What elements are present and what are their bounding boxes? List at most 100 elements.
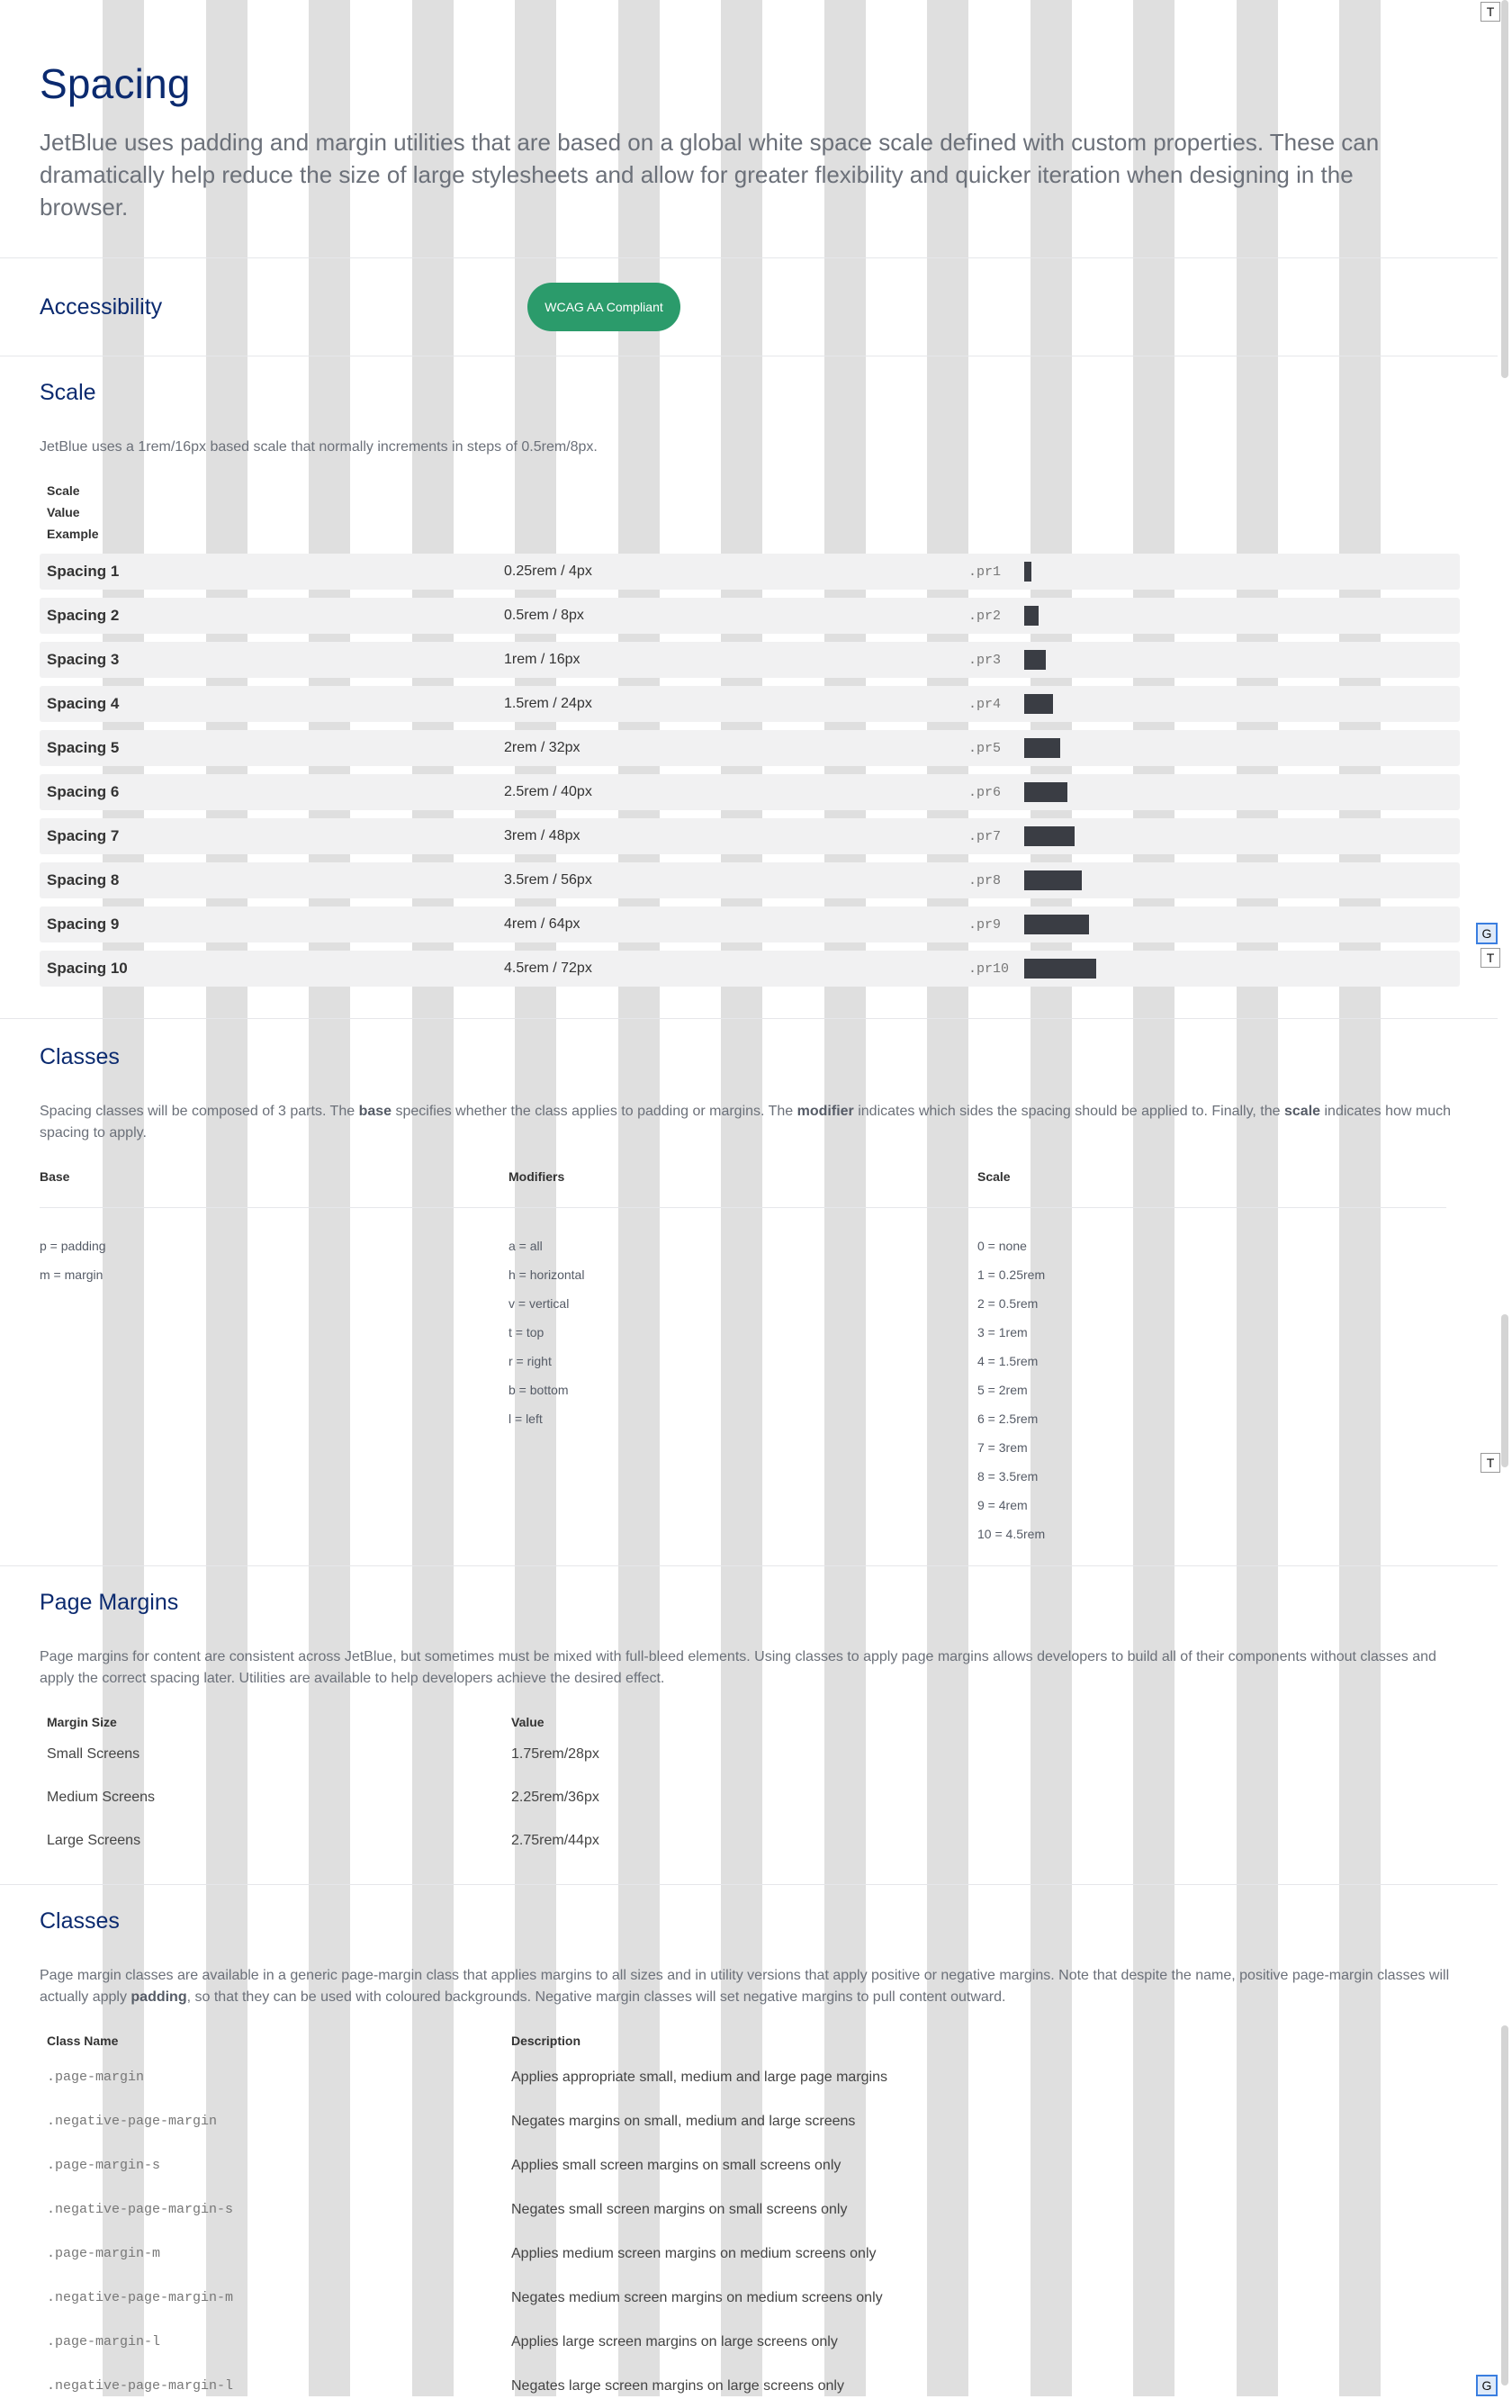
classes-heading: Classes (40, 1044, 120, 1069)
scale-header: Scale (977, 1169, 1446, 1208)
desc-text: indicates how much spacing to apply. (40, 1104, 1452, 1141)
class-row: .page-margin-s Applies small screen margi… (40, 2143, 1458, 2187)
modifier-item: r = right (508, 1354, 552, 1368)
side-marker-t[interactable]: T (1480, 1453, 1500, 1473)
spacing-swatch (1024, 959, 1096, 979)
class-name: .page-margin (47, 2070, 145, 2085)
margin-size: Large Screens (47, 1833, 141, 1848)
modifiers-list: a = all h = horizontal v = vertical t = top… (508, 1231, 977, 1433)
classes-section: Classes Spacing classes will be composed… (0, 1019, 1498, 1566)
page-margin-classes-description: Page margin classes are available in a g… (40, 1965, 1462, 2008)
margins-table: Small Screens 1.75rem/28px Medium Screens 2… (40, 1733, 1458, 1862)
scale-item: 1 = 0.25rem (977, 1267, 1046, 1282)
scrollbar[interactable] (1501, 0, 1508, 2396)
spacing-swatch (1024, 782, 1067, 802)
class-description: Applies large screen margins on large sc… (511, 2333, 838, 2349)
scale-name: Spacing 4 (47, 695, 120, 712)
column-header-scale: Scale (47, 483, 80, 498)
page-margin-classes-heading: Classes (40, 1908, 120, 1934)
scale-name: Spacing 9 (47, 915, 120, 933)
page-margin-classes-section: Classes Page margin classes are availabl… (0, 1885, 1498, 2408)
desc-bold-base: base (358, 1104, 392, 1119)
scale-row: Spacing 8 3.5rem / 56px .pr8 (40, 862, 1460, 898)
scale-class: .pr3 (968, 652, 1002, 668)
scale-item: 3 = 1rem (977, 1325, 1028, 1339)
base-item: p = padding (40, 1239, 106, 1253)
scale-row: Spacing 7 3rem / 48px .pr7 (40, 818, 1460, 854)
modifier-item: v = vertical (508, 1296, 570, 1311)
wcag-badge: WCAG AA Compliant (527, 283, 680, 331)
class-description: Negates medium screen margins on medium … (511, 2289, 883, 2305)
scale-class: .pr2 (968, 608, 1002, 624)
modifier-item: b = bottom (508, 1383, 569, 1397)
class-row: .negative-page-margin-m Negates medium sc… (40, 2276, 1458, 2320)
scale-row: Spacing 4 1.5rem / 24px .pr4 (40, 686, 1460, 722)
side-marker-g[interactable]: G (1476, 923, 1498, 944)
margin-value: 1.75rem/28px (511, 1746, 599, 1762)
column-header-value: Value (47, 505, 80, 519)
scrollbar-thumb[interactable] (1501, 1314, 1508, 1467)
scale-row: Spacing 3 1rem / 16px .pr3 (40, 642, 1460, 678)
scale-item: 7 = 3rem (977, 1440, 1028, 1455)
scale-item: 2 = 0.5rem (977, 1296, 1039, 1311)
scale-name: Spacing 8 (47, 871, 120, 888)
spacing-swatch (1024, 870, 1082, 890)
class-name: .negative-page-margin-m (47, 2290, 234, 2305)
page-margin-classes-table: .page-margin Applies appropriate small, m… (40, 2055, 1458, 2408)
scale-item: 9 = 4rem (977, 1498, 1028, 1512)
scale-value: 4.5rem / 72px (504, 960, 592, 976)
class-name: .negative-page-margin-l (47, 2378, 234, 2394)
spacing-swatch (1024, 606, 1039, 626)
scale-name: Spacing 3 (47, 651, 120, 668)
desc-text: indicates which sides the spacing should… (853, 1104, 1284, 1119)
modifier-item: l = left (508, 1411, 543, 1426)
spacing-swatch (1024, 694, 1053, 714)
spacing-swatch (1024, 738, 1060, 758)
class-row: .negative-page-margin-l Negates large scr… (40, 2364, 1458, 2408)
spacing-swatch (1024, 826, 1075, 846)
scrollbar-thumb[interactable] (1501, 0, 1508, 378)
desc-bold-modifier: modifier (796, 1104, 854, 1119)
scale-list: 0 = none 1 = 0.25rem 2 = 0.5rem 3 = 1rem 4 =… (977, 1231, 1446, 1548)
margin-row: Small Screens 1.75rem/28px (40, 1733, 1458, 1776)
scale-name: Spacing 5 (47, 739, 120, 756)
desc-text: , so that they can be used with coloured… (186, 1989, 1006, 2005)
class-row: .negative-page-margin Negates margins on … (40, 2099, 1458, 2143)
scale-name: Spacing 1 (47, 563, 120, 580)
scale-item: 5 = 2rem (977, 1383, 1028, 1397)
class-description: Applies appropriate small, medium and la… (511, 2069, 887, 2085)
spacing-swatch (1024, 650, 1046, 670)
desc-text: Page margin classes are available in a g… (40, 1968, 1450, 2005)
base-item: m = margin (40, 1267, 104, 1282)
scale-table: Spacing 1 0.25rem / 4px .pr1 Spacing 2 0.5re… (40, 554, 1460, 987)
scale-item: 10 = 4.5rem (977, 1527, 1046, 1541)
scale-item: 4 = 1.5rem (977, 1354, 1039, 1368)
class-description: Applies medium screen margins on medium … (511, 2245, 877, 2261)
scrollbar-thumb[interactable] (1501, 2025, 1508, 2385)
scale-class: .pr9 (968, 916, 1002, 933)
class-row: .page-margin-m Applies medium screen marg… (40, 2232, 1458, 2276)
modifier-item: a = all (508, 1239, 543, 1253)
class-description: Negates margins on small, medium and lar… (511, 2113, 856, 2129)
class-name: .negative-page-margin-s (47, 2202, 234, 2217)
scale-class: .pr6 (968, 784, 1002, 800)
class-row: .page-margin-l Applies large screen margi… (40, 2320, 1458, 2364)
column-header-class-name: Class Name (47, 2034, 119, 2048)
side-marker-t[interactable]: T (1480, 948, 1500, 968)
base-column: Base p = padding m = margin (40, 1169, 508, 1548)
classes-description: Spacing classes will be composed of 3 pa… (40, 1101, 1462, 1144)
modifier-item: h = horizontal (508, 1267, 585, 1282)
modifiers-column: Modifiers a = all h = horizontal v = verti… (508, 1169, 977, 1548)
side-marker-g[interactable]: G (1476, 2375, 1498, 2396)
page-margins-heading: Page Margins (40, 1590, 179, 1615)
scale-name: Spacing 2 (47, 607, 120, 624)
class-name: .page-margin-l (47, 2334, 161, 2349)
side-marker-t[interactable]: T (1480, 2, 1500, 22)
modifiers-header: Modifiers (508, 1169, 977, 1208)
accessibility-section: Accessibility WCAG AA Compliant (0, 258, 1498, 356)
column-header-margin-size: Margin Size (47, 1715, 117, 1729)
column-header-example: Example (47, 527, 99, 541)
class-name: .page-margin-s (47, 2158, 161, 2173)
scale-row: Spacing 9 4rem / 64px .pr9 (40, 906, 1460, 942)
